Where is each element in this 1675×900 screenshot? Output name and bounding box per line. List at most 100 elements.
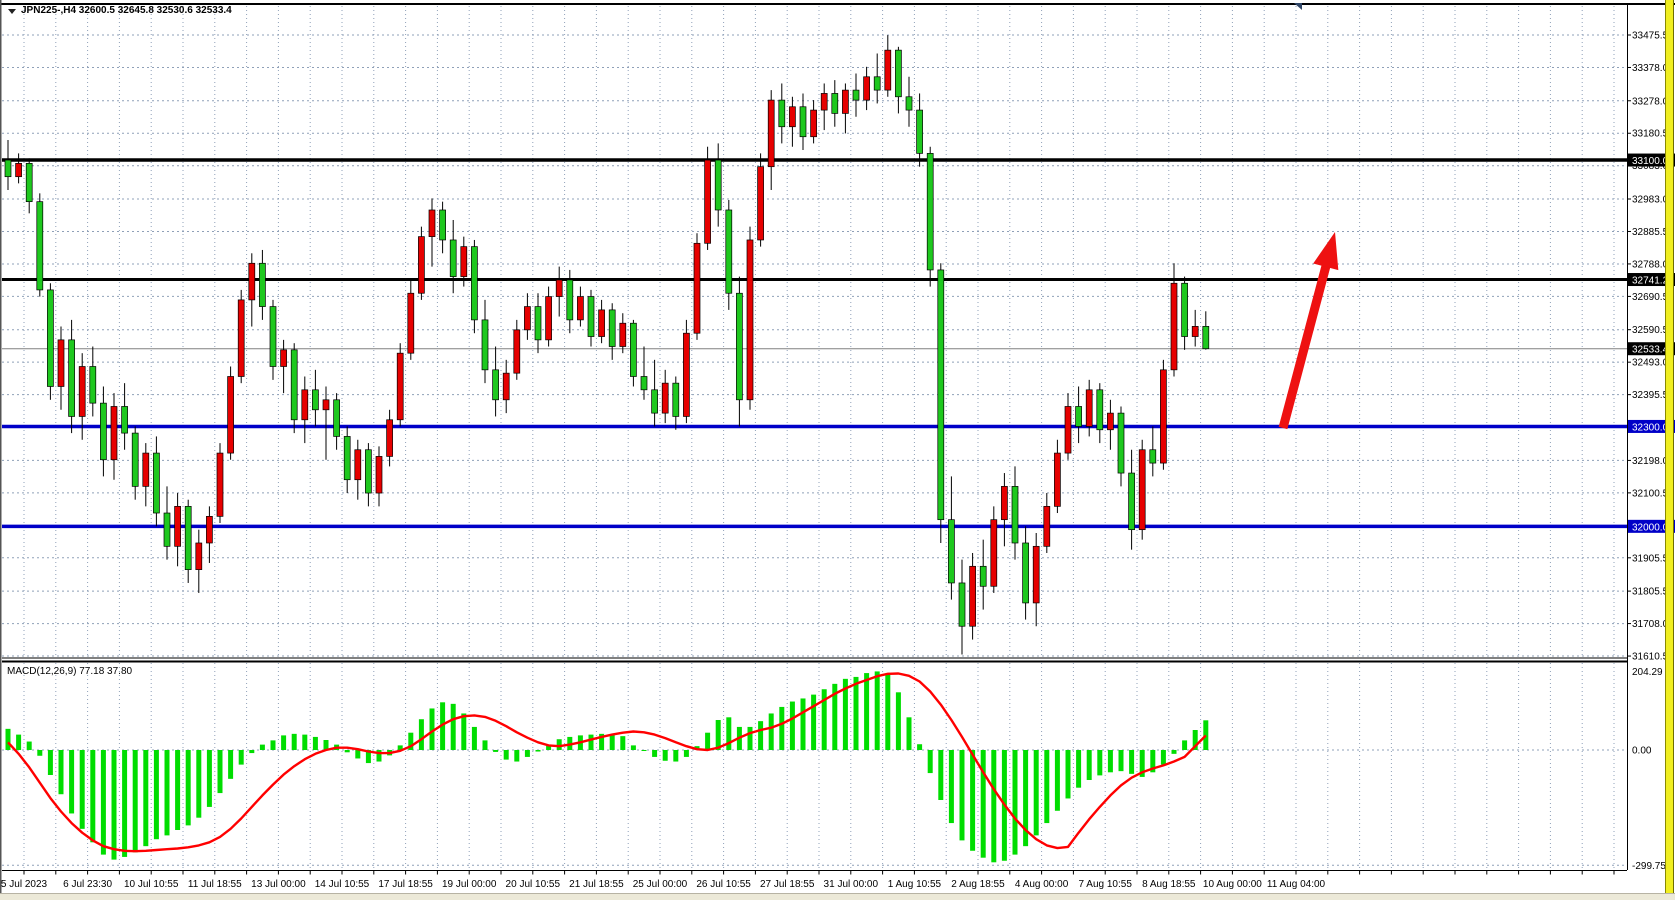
bear-candle (948, 519, 955, 584)
macd-bar (1012, 750, 1018, 855)
bull-candle (407, 292, 415, 354)
bull-candle (577, 296, 584, 321)
bear-candle (937, 269, 945, 521)
macd-bar (885, 674, 891, 750)
macd-bar (1171, 750, 1177, 754)
arrow-head[interactable] (1313, 232, 1339, 271)
bear-candle (534, 306, 542, 341)
macd-bar (238, 750, 244, 765)
price-tick-label: 31708.0 (1632, 619, 1669, 630)
time-axis[interactable]: 5 Jul 2023 6 Jul 23:30 10 Jul 10:55 11 Jul … (1, 871, 1615, 890)
macd-bar (37, 750, 43, 756)
bull-candle (990, 519, 998, 587)
bear-candle (290, 349, 298, 421)
bull-candle (524, 306, 531, 331)
price-tick-label: 33083.0 (1632, 161, 1669, 172)
time-tick-label: 11 Jul 18:55 (188, 879, 242, 890)
bear-candle (651, 389, 658, 414)
macd-bar (355, 750, 361, 759)
bull-candle (248, 262, 256, 301)
time-tick-label: 20 Jul 10:55 (506, 879, 561, 890)
bear-candle (343, 436, 351, 481)
arrow-shaft[interactable] (1278, 259, 1332, 430)
macd-bar (281, 735, 287, 750)
macd-bar (1150, 750, 1156, 773)
bear-candle (1181, 282, 1188, 337)
bear-candle (916, 109, 923, 154)
bull-candle (206, 516, 213, 544)
bear-candle (1202, 326, 1210, 350)
bear-candle (492, 369, 499, 401)
macd-bar (132, 750, 138, 853)
horizontal-level-lines[interactable] (2, 158, 1627, 529)
bull-candle (545, 296, 552, 341)
bear-candle (184, 506, 192, 570)
macd-bar (683, 750, 689, 757)
macd-signal-line (7, 672, 1207, 853)
bear-candle (895, 49, 902, 98)
bull-candle (280, 349, 287, 367)
price-tick-label: 31805.5 (1632, 587, 1669, 598)
bull-candle (322, 399, 330, 411)
time-tick-label: 10 Jul 10:55 (124, 879, 179, 890)
macd-bar (418, 719, 424, 750)
bull-candle (502, 372, 510, 401)
macd-bar (959, 750, 965, 841)
bear-candle (153, 452, 160, 514)
bear-candle (25, 163, 33, 203)
macd-bar (259, 744, 265, 750)
bull-candle (227, 376, 234, 454)
macd-bar (291, 733, 297, 750)
price-tick-label: 32493.0 (1632, 358, 1669, 369)
macd-bar (768, 713, 774, 750)
bull-candle (428, 209, 436, 237)
bear-candle (1011, 486, 1019, 544)
bull-candle (704, 159, 711, 244)
time-tick-label: 2 Aug 18:55 (951, 879, 1005, 890)
price-tick-label: 31905.5 (1632, 553, 1669, 564)
symbol-dropdown-icon[interactable] (8, 8, 16, 14)
bear-candle (566, 279, 574, 321)
macd-bar (16, 734, 22, 750)
macd-bar (524, 750, 530, 757)
chart-title: JPN225-,H4 32600.5 32645.8 32530.6 32533… (8, 5, 232, 16)
bear-candle (1022, 542, 1029, 604)
bear-candle (831, 93, 839, 114)
bull-candle (820, 93, 828, 111)
bull-candle (1064, 406, 1072, 454)
bear-candle (630, 322, 637, 377)
bear-candle (608, 309, 616, 347)
macd-bar (196, 750, 202, 818)
bull-candle (693, 242, 701, 334)
window-right-border[interactable] (1665, 0, 1674, 893)
bear-candle (121, 406, 128, 434)
bull-candle (174, 506, 181, 547)
bull-candle (1032, 545, 1040, 604)
shift-marker[interactable] (1294, 3, 1302, 10)
price-label-box: 32000.0 (1632, 522, 1669, 533)
macd-bar (980, 750, 986, 858)
bull-candle (884, 49, 892, 91)
macd-tick-label: -299.75 (1632, 861, 1666, 872)
macd-bar (895, 692, 901, 750)
bear-candle (736, 292, 743, 401)
bear-candle (163, 512, 171, 547)
time-tick-label: 21 Jul 18:55 (569, 879, 624, 890)
trend-arrow[interactable] (1278, 232, 1339, 430)
chart-shift-marker-icon[interactable] (1294, 3, 1302, 10)
macd-bar (1033, 750, 1039, 836)
macd-signal (7, 672, 1207, 853)
macd-bar (1097, 750, 1103, 776)
macd-bar (1192, 730, 1198, 750)
price-label-boxes: 33100.0 32741.2 32300.0 32000.0 32533.4 (1628, 153, 1675, 533)
price-tick-label: 32100.5 (1632, 488, 1669, 499)
bear-candle (1075, 406, 1082, 427)
macd-bar (758, 721, 764, 750)
bear-candle (852, 89, 860, 101)
macd-bar (440, 702, 446, 750)
macd-bar (450, 703, 456, 750)
bear-candle (269, 306, 277, 367)
macd-bar (853, 676, 859, 750)
time-tick-label: 17 Jul 18:55 (378, 879, 433, 890)
